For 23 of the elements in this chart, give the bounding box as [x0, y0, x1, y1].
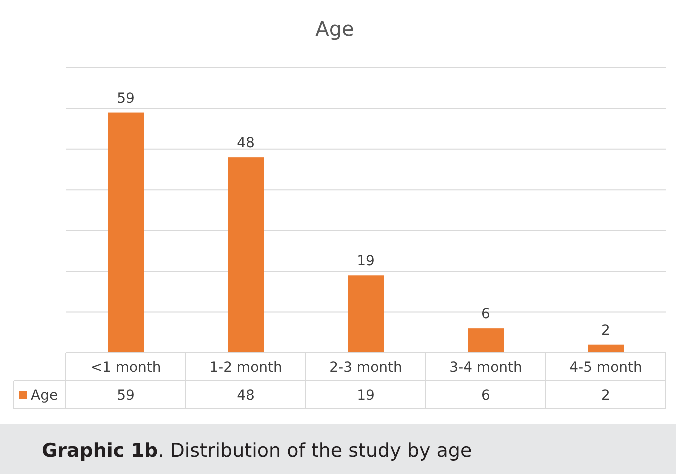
annotation: 19: [357, 254, 375, 270]
bar: [348, 276, 384, 353]
chart-title: Age: [316, 17, 354, 41]
data-label: 59: [117, 388, 135, 404]
x-tick-label: 1-2 month: [210, 360, 282, 376]
x-tick-label: <1 month: [90, 360, 162, 376]
x-tick-label: 2-3 month: [330, 360, 402, 376]
x-tick-label: 4-5 month: [570, 360, 642, 376]
data-label: 6: [482, 388, 491, 404]
legend-label: Age: [31, 388, 58, 404]
bar: [108, 112, 144, 353]
x-tick-label: 3-4 month: [450, 360, 522, 376]
text: Graphic 1b. Distribution of the study by age: [42, 440, 472, 462]
annotation: 6: [482, 306, 491, 323]
bar: [468, 328, 504, 353]
data-label: 19: [357, 388, 375, 404]
data-label: 2: [602, 388, 610, 404]
annotation: 48: [237, 136, 255, 152]
bar: [588, 344, 624, 353]
annotation: 2: [602, 322, 610, 339]
data-label: 48: [237, 388, 255, 404]
bar: [228, 158, 264, 353]
annotation: 59: [117, 90, 135, 107]
